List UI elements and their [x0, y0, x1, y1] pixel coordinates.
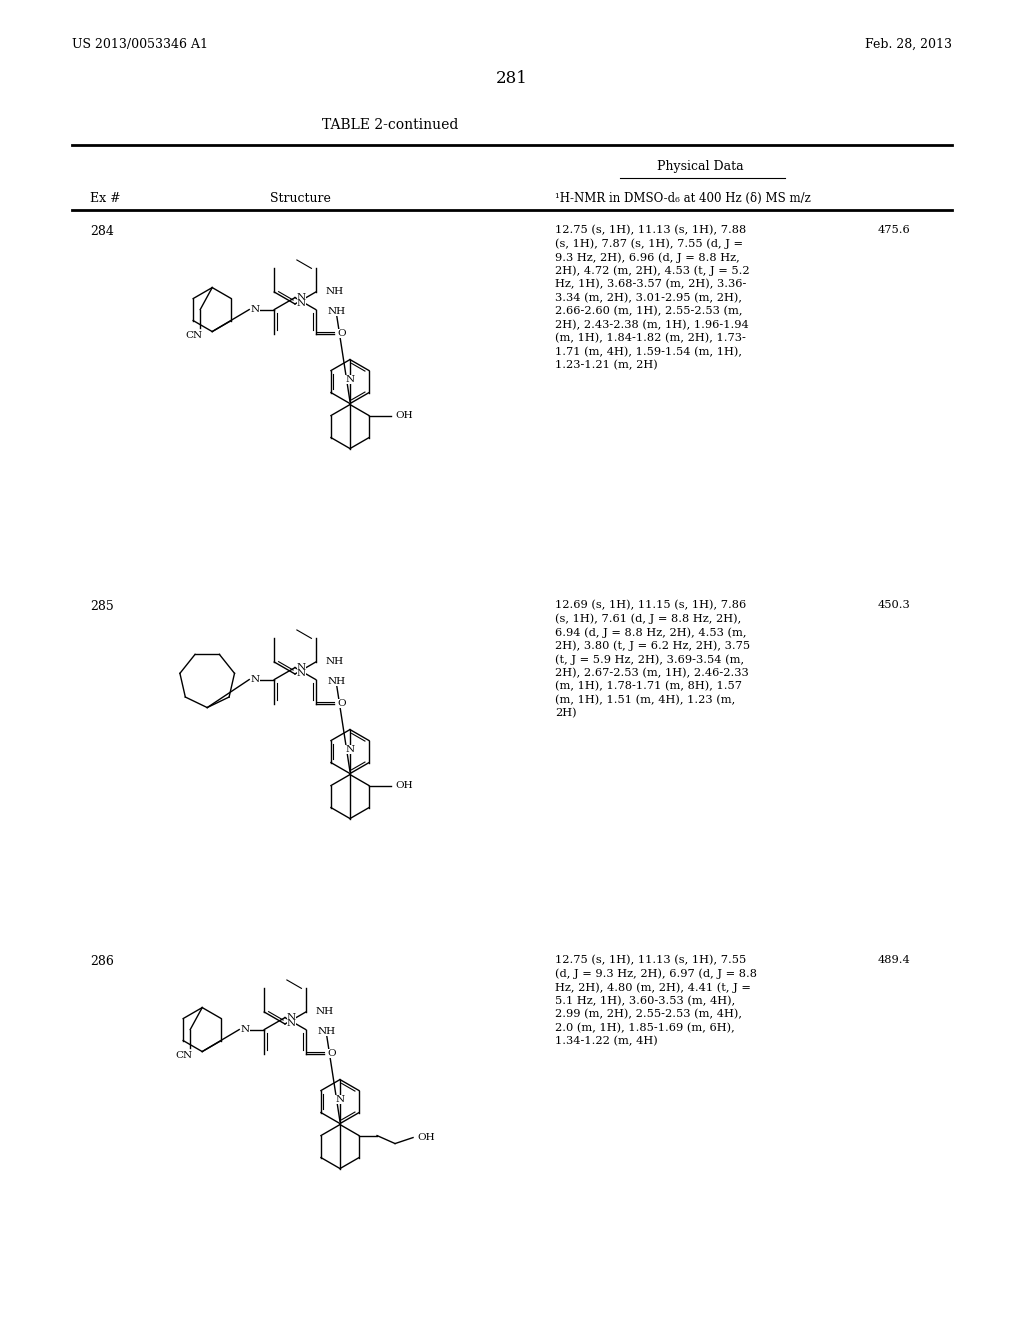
- Text: 1.34-1.22 (m, 4H): 1.34-1.22 (m, 4H): [555, 1036, 657, 1047]
- Text: 2H), 2.43-2.38 (m, 1H), 1.96-1.94: 2H), 2.43-2.38 (m, 1H), 1.96-1.94: [555, 319, 749, 330]
- Text: N: N: [297, 664, 306, 672]
- Text: OH: OH: [395, 781, 413, 791]
- Text: 2.0 (m, 1H), 1.85-1.69 (m, 6H),: 2.0 (m, 1H), 1.85-1.69 (m, 6H),: [555, 1023, 735, 1032]
- Text: TABLE 2-continued: TABLE 2-continued: [322, 117, 458, 132]
- Text: 2.99 (m, 2H), 2.55-2.53 (m, 4H),: 2.99 (m, 2H), 2.55-2.53 (m, 4H),: [555, 1008, 742, 1019]
- Text: NH: NH: [315, 1007, 334, 1016]
- Text: N: N: [345, 375, 354, 384]
- Text: 2H), 4.72 (m, 2H), 4.53 (t, J = 5.2: 2H), 4.72 (m, 2H), 4.53 (t, J = 5.2: [555, 265, 750, 276]
- Text: 12.75 (s, 1H), 11.13 (s, 1H), 7.88: 12.75 (s, 1H), 11.13 (s, 1H), 7.88: [555, 224, 746, 235]
- Text: NH: NH: [326, 657, 344, 667]
- Text: 281: 281: [496, 70, 528, 87]
- Text: 5.1 Hz, 1H), 3.60-3.53 (m, 4H),: 5.1 Hz, 1H), 3.60-3.53 (m, 4H),: [555, 995, 735, 1006]
- Text: O: O: [338, 329, 346, 338]
- Text: 285: 285: [90, 601, 114, 612]
- Text: N: N: [336, 1096, 344, 1104]
- Text: N: N: [287, 1014, 296, 1023]
- Text: 12.75 (s, 1H), 11.13 (s, 1H), 7.55: 12.75 (s, 1H), 11.13 (s, 1H), 7.55: [555, 954, 746, 965]
- Text: 1.23-1.21 (m, 2H): 1.23-1.21 (m, 2H): [555, 360, 657, 371]
- Text: 284: 284: [90, 224, 114, 238]
- Text: Ex #: Ex #: [90, 191, 121, 205]
- Text: (t, J = 5.9 Hz, 2H), 3.69-3.54 (m,: (t, J = 5.9 Hz, 2H), 3.69-3.54 (m,: [555, 653, 744, 664]
- Text: CN: CN: [176, 1051, 193, 1060]
- Text: NH: NH: [328, 308, 346, 315]
- Text: (m, 1H), 1.84-1.82 (m, 2H), 1.73-: (m, 1H), 1.84-1.82 (m, 2H), 1.73-: [555, 333, 745, 343]
- Text: N: N: [297, 669, 306, 678]
- Text: Feb. 28, 2013: Feb. 28, 2013: [865, 38, 952, 51]
- Text: 2H), 2.67-2.53 (m, 1H), 2.46-2.33: 2H), 2.67-2.53 (m, 1H), 2.46-2.33: [555, 668, 749, 678]
- Text: 1.71 (m, 4H), 1.59-1.54 (m, 1H),: 1.71 (m, 4H), 1.59-1.54 (m, 1H),: [555, 346, 742, 356]
- Text: (d, J = 9.3 Hz, 2H), 6.97 (d, J = 8.8: (d, J = 9.3 Hz, 2H), 6.97 (d, J = 8.8: [555, 969, 757, 979]
- Text: (s, 1H), 7.87 (s, 1H), 7.55 (d, J =: (s, 1H), 7.87 (s, 1H), 7.55 (d, J =: [555, 239, 743, 249]
- Text: N: N: [251, 675, 260, 684]
- Text: 2.66-2.60 (m, 1H), 2.55-2.53 (m,: 2.66-2.60 (m, 1H), 2.55-2.53 (m,: [555, 306, 742, 317]
- Text: O: O: [328, 1049, 337, 1059]
- Text: 489.4: 489.4: [878, 954, 910, 965]
- Text: ¹H-NMR in DMSO-d₆ at 400 Hz (δ) MS m/z: ¹H-NMR in DMSO-d₆ at 400 Hz (δ) MS m/z: [555, 191, 811, 205]
- Text: O: O: [338, 700, 346, 708]
- Text: 3.34 (m, 2H), 3.01-2.95 (m, 2H),: 3.34 (m, 2H), 3.01-2.95 (m, 2H),: [555, 293, 742, 302]
- Text: N: N: [297, 293, 306, 302]
- Text: N: N: [241, 1026, 250, 1034]
- Text: (s, 1H), 7.61 (d, J = 8.8 Hz, 2H),: (s, 1H), 7.61 (d, J = 8.8 Hz, 2H),: [555, 614, 741, 624]
- Text: 12.69 (s, 1H), 11.15 (s, 1H), 7.86: 12.69 (s, 1H), 11.15 (s, 1H), 7.86: [555, 601, 746, 610]
- Text: 2H), 3.80 (t, J = 6.2 Hz, 2H), 3.75: 2H), 3.80 (t, J = 6.2 Hz, 2H), 3.75: [555, 640, 751, 651]
- Text: 286: 286: [90, 954, 114, 968]
- Text: Structure: Structure: [269, 191, 331, 205]
- Text: Physical Data: Physical Data: [656, 160, 743, 173]
- Text: N: N: [287, 1019, 296, 1028]
- Text: 475.6: 475.6: [878, 224, 910, 235]
- Text: (m, 1H), 1.51 (m, 4H), 1.23 (m,: (m, 1H), 1.51 (m, 4H), 1.23 (m,: [555, 694, 735, 705]
- Text: OH: OH: [395, 411, 413, 420]
- Text: CN: CN: [185, 331, 203, 341]
- Text: NH: NH: [328, 677, 346, 686]
- Text: US 2013/0053346 A1: US 2013/0053346 A1: [72, 38, 208, 51]
- Text: OH: OH: [417, 1133, 434, 1142]
- Text: N: N: [251, 305, 260, 314]
- Text: 9.3 Hz, 2H), 6.96 (d, J = 8.8 Hz,: 9.3 Hz, 2H), 6.96 (d, J = 8.8 Hz,: [555, 252, 739, 263]
- Text: 6.94 (d, J = 8.8 Hz, 2H), 4.53 (m,: 6.94 (d, J = 8.8 Hz, 2H), 4.53 (m,: [555, 627, 746, 638]
- Text: Hz, 2H), 4.80 (m, 2H), 4.41 (t, J =: Hz, 2H), 4.80 (m, 2H), 4.41 (t, J =: [555, 982, 751, 993]
- Text: (m, 1H), 1.78-1.71 (m, 8H), 1.57: (m, 1H), 1.78-1.71 (m, 8H), 1.57: [555, 681, 742, 692]
- Text: N: N: [345, 744, 354, 754]
- Text: NH: NH: [326, 288, 344, 297]
- Text: NH: NH: [317, 1027, 336, 1036]
- Text: N: N: [297, 300, 306, 308]
- Text: 2H): 2H): [555, 708, 577, 718]
- Text: Hz, 1H), 3.68-3.57 (m, 2H), 3.36-: Hz, 1H), 3.68-3.57 (m, 2H), 3.36-: [555, 279, 746, 289]
- Text: 450.3: 450.3: [878, 601, 910, 610]
